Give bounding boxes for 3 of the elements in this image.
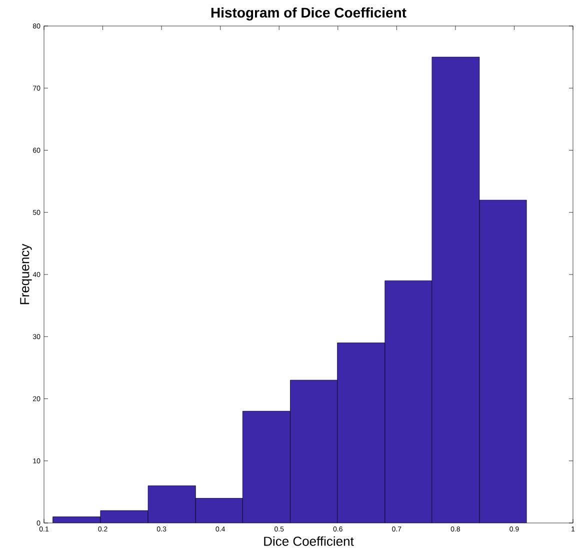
y-axis-title: Frequency — [20, 244, 32, 304]
x-axis-title: Dice Coefficient — [264, 536, 354, 546]
chart-title: Histogram of Dice Coefficient — [211, 7, 406, 20]
